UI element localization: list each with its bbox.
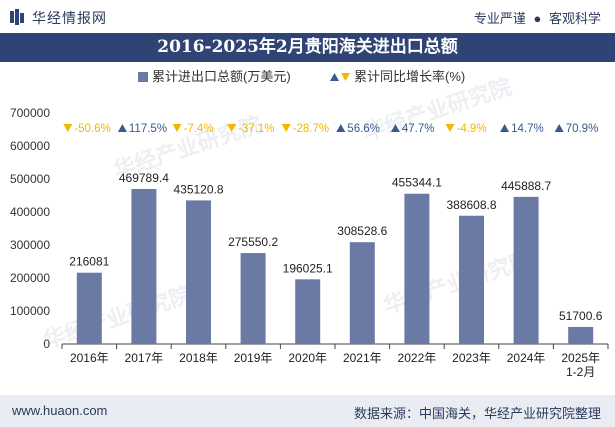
growth-up-triangle-icon: [554, 124, 564, 132]
footer: www.huaon.com 数据来源：中国海关，华经产业研究院整理: [0, 395, 615, 427]
x-tick-label: 2017年: [125, 351, 164, 365]
bar: [240, 253, 266, 344]
x-tick-label: 2022年: [398, 351, 437, 365]
x-tick-label: 2023年: [452, 351, 491, 365]
growth-up-triangle-icon: [390, 124, 400, 132]
bar: [76, 272, 102, 344]
y-tick-label: 0: [43, 337, 50, 351]
bar-value-label: 51700.6: [559, 309, 603, 323]
x-tick-label: 2018年: [179, 351, 218, 365]
legend-down-triangle-icon: [341, 73, 350, 81]
bar: [295, 279, 321, 344]
bar-value-label: 435120.8: [173, 182, 223, 196]
y-tick-label: 700000: [10, 106, 50, 120]
growth-rate-label: -7.4%: [184, 123, 214, 135]
growth-rate-label: 70.9%: [566, 123, 599, 135]
bar: [349, 242, 375, 344]
growth-down-triangle-icon: [227, 124, 237, 132]
growth-rate-label: 117.5%: [129, 123, 167, 135]
growth-rate-label: -37.1%: [238, 123, 274, 135]
brand-logo-icon: [10, 9, 24, 25]
bar: [186, 200, 211, 344]
bar-value-label: 455344.1: [392, 176, 442, 190]
bar-value-label: 445888.7: [501, 179, 551, 193]
bar: [568, 326, 594, 344]
growth-rate-label: 56.6%: [347, 123, 380, 135]
bar-value-label: 196025.1: [283, 261, 333, 275]
legend-up-triangle-icon: [330, 73, 339, 81]
growth-rate-label: 14.7%: [511, 123, 544, 135]
growth-rate-label: 47.7%: [402, 123, 435, 135]
x-tick-label: 1-2月: [566, 365, 595, 379]
x-tick-label: 2021年: [343, 351, 382, 365]
chart-title: 2016-2025年2月贵阳海关进出口总额: [157, 37, 458, 57]
bar-value-label: 469789.4: [119, 171, 169, 185]
growth-rate-label: -4.9%: [457, 123, 487, 135]
x-tick-label: 2020年: [288, 351, 327, 365]
growth-up-triangle-icon: [117, 124, 127, 132]
legend-label-bars: 累计进出口总额(万美元): [152, 69, 291, 84]
growth-up-triangle-icon: [336, 124, 346, 132]
growth-up-triangle-icon: [500, 124, 510, 132]
y-tick-label: 200000: [10, 271, 50, 285]
y-tick-label: 300000: [10, 238, 50, 252]
footer-website: www.huaon.com: [12, 403, 108, 418]
growth-down-triangle-icon: [445, 124, 455, 132]
y-tick-label: 400000: [10, 205, 50, 219]
x-tick-label: 2024年: [507, 351, 546, 365]
x-tick-label: 2019年: [234, 351, 273, 365]
legend-swatch-bars: [138, 72, 148, 82]
chart-area: 累计进出口总额(万美元) 累计同比增长率(%) 0 100000 200000 30000…: [10, 69, 609, 379]
tagline-right: 客观科学: [548, 11, 601, 26]
bar-value-label: 216081: [69, 255, 109, 269]
bar: [404, 193, 430, 344]
x-tick-label: 2025年: [561, 351, 600, 365]
tagline-separator: ●: [533, 11, 542, 26]
bar-value-label: 308528.6: [337, 224, 387, 238]
bar-value-label: 388608.8: [446, 198, 496, 212]
top-bar: 华经情报网 专业严谨 ● 客观科学: [0, 0, 615, 33]
growth-down-triangle-icon: [63, 124, 73, 132]
tagline: 专业严谨 ● 客观科学: [474, 8, 601, 27]
tagline-left: 专业严谨: [473, 11, 526, 26]
bar: [131, 188, 157, 344]
y-tick-label: 600000: [10, 139, 50, 153]
x-tick-label: 2016年: [70, 351, 109, 365]
y-tick-label: 500000: [10, 172, 50, 186]
brand-name: 华经情报网: [32, 10, 107, 26]
y-tick-label: 100000: [10, 304, 50, 318]
growth-down-triangle-icon: [281, 124, 291, 132]
title-bar: 2016-2025年2月贵阳海关进出口总额: [0, 33, 615, 62]
growth-rate-label: -28.7%: [293, 123, 329, 135]
footer-source: 数据来源：中国海关，华经产业研究院整理: [353, 406, 601, 421]
growth-rate-label: -50.6%: [74, 123, 110, 135]
legend-label-growth: 累计同比增长率(%): [354, 69, 465, 84]
bar: [459, 215, 484, 344]
bar-value-label: 275550.2: [228, 235, 278, 249]
growth-down-triangle-icon: [172, 124, 182, 132]
bar: [513, 196, 539, 344]
